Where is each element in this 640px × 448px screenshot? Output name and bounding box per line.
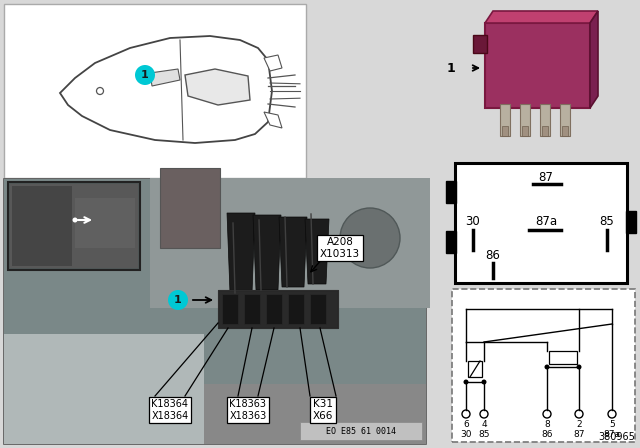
Text: 5: 5 [609, 419, 615, 428]
Bar [4, 384, 426, 444]
Text: 87: 87 [573, 430, 585, 439]
Text: 87: 87 [539, 171, 554, 184]
Bar [562, 126, 568, 136]
Text: 30: 30 [466, 215, 481, 228]
Polygon shape [227, 213, 255, 293]
Bar [473, 35, 487, 53]
Bar [549, 351, 577, 364]
Bar [160, 168, 220, 248]
Text: EO E85 61 0014: EO E85 61 0014 [326, 426, 396, 435]
Bar [8, 182, 140, 270]
Bar [4, 4, 306, 178]
Text: 380965: 380965 [598, 432, 635, 442]
Polygon shape [305, 219, 329, 284]
Bar [520, 104, 530, 136]
Bar [222, 294, 238, 324]
Circle shape [481, 379, 486, 384]
Text: 1: 1 [446, 61, 455, 74]
Polygon shape [264, 55, 282, 71]
Polygon shape [253, 215, 281, 290]
Text: 4: 4 [481, 419, 487, 428]
Bar [12, 186, 72, 266]
Bar [500, 104, 510, 136]
Text: 87a: 87a [604, 430, 621, 439]
Circle shape [168, 290, 188, 310]
Text: K31
X66: K31 X66 [313, 399, 333, 421]
Text: K18363
X18363: K18363 X18363 [229, 399, 267, 421]
Text: 86: 86 [486, 249, 500, 262]
Circle shape [72, 217, 77, 223]
Text: 85: 85 [478, 430, 490, 439]
Bar [502, 126, 508, 136]
Bar [468, 361, 482, 377]
Bar [288, 294, 304, 324]
Bar [485, 23, 590, 108]
Bar [560, 104, 570, 136]
Text: 1: 1 [174, 295, 182, 305]
Circle shape [340, 208, 400, 268]
Polygon shape [590, 11, 598, 108]
Bar [4, 179, 426, 444]
Polygon shape [485, 11, 598, 23]
Bar [75, 198, 135, 248]
Text: 6: 6 [463, 419, 469, 428]
Polygon shape [279, 217, 307, 287]
Polygon shape [60, 36, 272, 143]
Circle shape [463, 379, 468, 384]
Circle shape [545, 365, 550, 370]
Bar [310, 294, 326, 324]
Polygon shape [150, 69, 180, 86]
Bar [218, 290, 338, 328]
Bar [446, 231, 456, 253]
Bar [150, 178, 430, 308]
Bar [540, 104, 550, 136]
Bar [522, 126, 528, 136]
Bar [244, 294, 260, 324]
Text: 30: 30 [460, 430, 472, 439]
Circle shape [135, 65, 155, 85]
Bar [218, 290, 338, 328]
Polygon shape [264, 112, 282, 128]
Text: 2: 2 [576, 419, 582, 428]
Bar [10, 184, 138, 268]
Text: 8: 8 [544, 419, 550, 428]
Text: 86: 86 [541, 430, 553, 439]
Text: K18364
X18364: K18364 X18364 [152, 399, 189, 421]
Circle shape [577, 365, 582, 370]
Bar [4, 179, 426, 444]
Bar [452, 289, 635, 442]
Bar [626, 211, 636, 233]
Bar [300, 422, 422, 440]
Bar [4, 334, 204, 444]
Bar [455, 163, 627, 283]
Text: 87a: 87a [535, 215, 557, 228]
Text: 85: 85 [600, 215, 614, 228]
Bar [266, 294, 282, 324]
Text: 1: 1 [141, 70, 149, 80]
Bar [542, 126, 548, 136]
Text: A208
X10313: A208 X10313 [320, 237, 360, 259]
Polygon shape [185, 69, 250, 105]
Bar [446, 181, 456, 203]
